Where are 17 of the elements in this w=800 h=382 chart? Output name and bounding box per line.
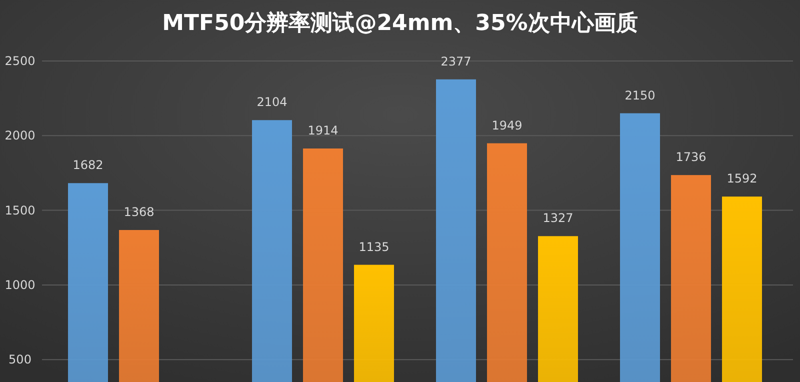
y-tick-label: 500 bbox=[8, 352, 32, 367]
data-label: 2377 bbox=[440, 54, 472, 68]
y-tick-label: 2000 bbox=[4, 128, 36, 143]
y-tick-label: 1000 bbox=[4, 278, 36, 292]
data-label: 2150 bbox=[624, 88, 656, 102]
data-label: 1949 bbox=[492, 118, 522, 132]
data-label: 1135 bbox=[358, 240, 390, 254]
y-tick-label: 1500 bbox=[4, 203, 36, 218]
chart-title: MTF50分辨率测试@24mm、35%次中心画质 bbox=[162, 10, 638, 36]
data-label: 1592 bbox=[726, 172, 758, 186]
y-tick-label: 2500 bbox=[4, 54, 36, 68]
data-label: 2104 bbox=[256, 95, 288, 110]
data-label: 1914 bbox=[308, 123, 338, 138]
data-label: 1368 bbox=[124, 205, 154, 220]
data-label: 1327 bbox=[542, 211, 574, 226]
data-label: 1682 bbox=[72, 158, 104, 172]
data-label: 1736 bbox=[676, 150, 706, 164]
